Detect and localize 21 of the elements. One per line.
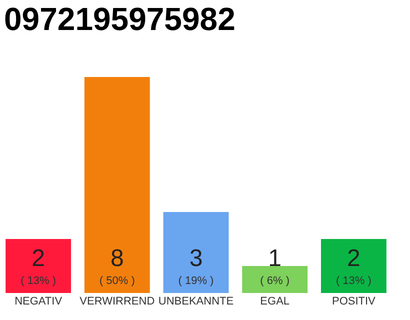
x-tick-label: POSITIV [332, 296, 376, 308]
annotation: ( 13% ) [336, 275, 372, 287]
x-tick-label: NEGATIV [14, 296, 63, 308]
data-label: 3 [189, 245, 203, 272]
bar [163, 212, 229, 293]
data-label: 8 [110, 245, 124, 272]
data-label: 2 [32, 245, 45, 272]
annotation: ( 50% ) [99, 275, 135, 287]
annotation: ( 13% ) [20, 275, 56, 287]
bar [84, 77, 150, 293]
bar [320, 239, 386, 293]
bar [6, 239, 72, 293]
x-tick-label: UNBEKANNTE [158, 296, 234, 308]
annotation: ( 19% ) [178, 275, 214, 287]
data-label: 1 [268, 245, 282, 272]
x-tick-label: EGAL [260, 296, 290, 308]
bar [242, 266, 308, 293]
annotation: ( 6% ) [260, 275, 290, 287]
chart-title: 0972195975982 [4, 1, 236, 37]
x-tick-label: VERWIRREND [80, 296, 155, 308]
data-label: 2 [347, 245, 360, 272]
